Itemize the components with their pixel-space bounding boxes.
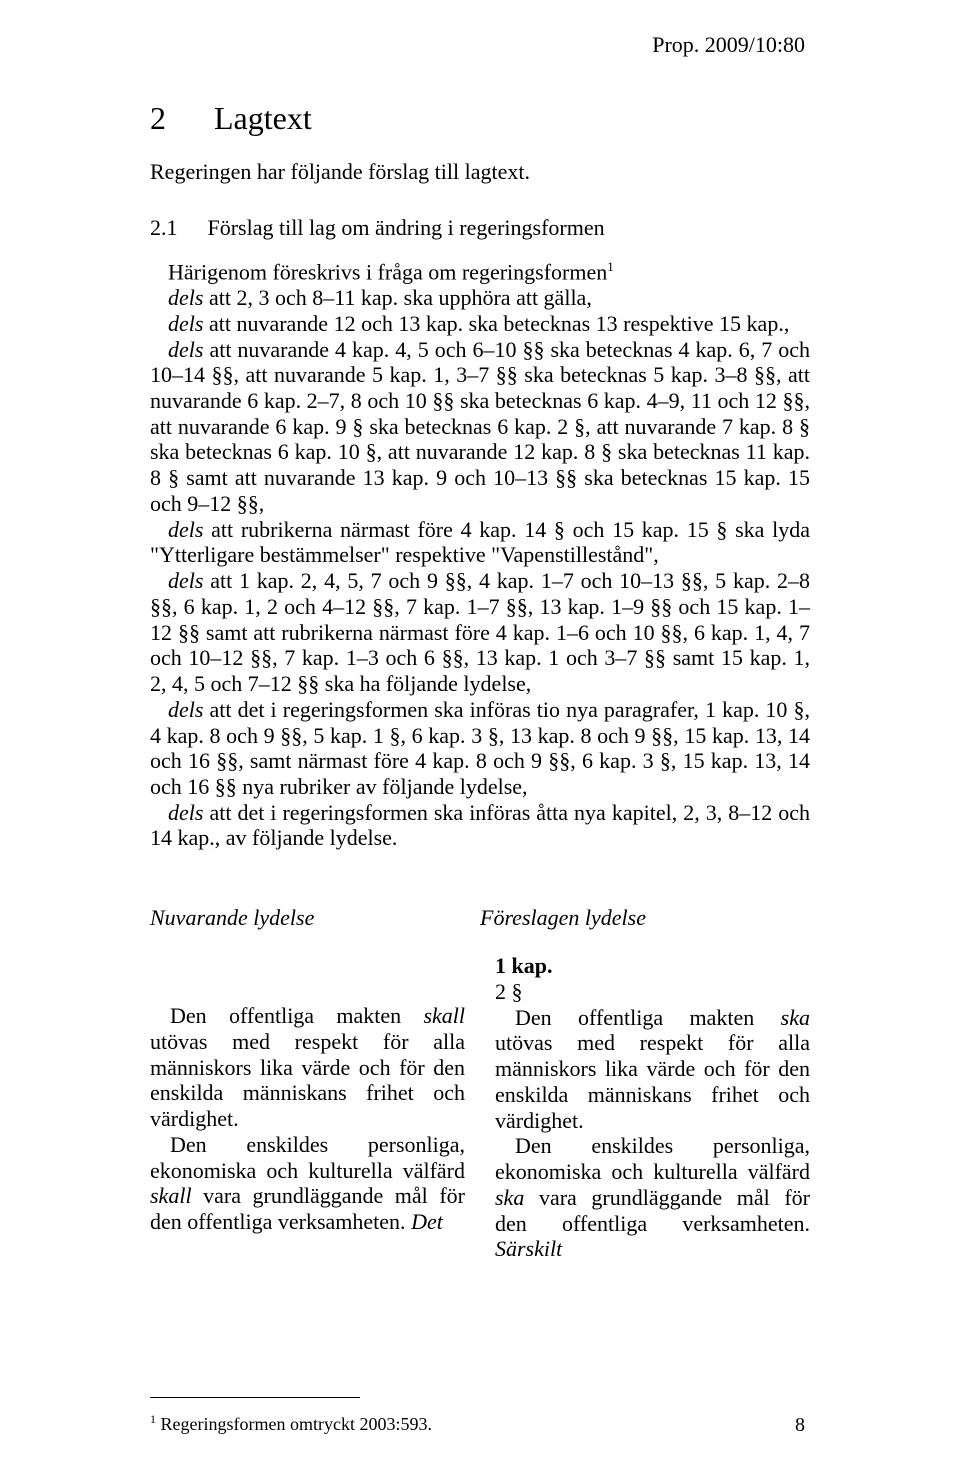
dels-7-text: att det i regeringsformen ska införas åt… — [150, 800, 810, 851]
left-p2-skall: skall — [150, 1183, 192, 1208]
dels-6-em: dels — [168, 697, 203, 722]
dels-4-text: att rubrikerna närmast före 4 kap. 14 § … — [150, 517, 810, 568]
right-p1: Den offentliga makten ska utövas med res… — [495, 1005, 810, 1134]
para-heading: 2 § — [495, 979, 810, 1005]
dels-5: dels att 1 kap. 2, 4, 5, 7 och 9 §§, 4 k… — [150, 568, 810, 697]
dels-3: dels att nuvarande 4 kap. 4, 5 och 6–10 … — [150, 337, 810, 517]
lead-line: Härigenom föreskrivs i fråga om regering… — [150, 259, 810, 285]
dels-5-em: dels — [168, 568, 203, 593]
dels-3-em: dels — [168, 337, 203, 362]
right-p1a: Den offentliga makten — [515, 1005, 781, 1030]
compare-columns: Den offentliga makten skall utövas med r… — [150, 953, 810, 1262]
lead-text: Härigenom föreskrivs i fråga om regering… — [168, 259, 607, 284]
footnote-text: Regeringsformen omtryckt 2003:593. — [156, 1414, 432, 1434]
body-text: Härigenom föreskrivs i fråga om regering… — [150, 259, 810, 851]
dels-5-text: att 1 kap. 2, 4, 5, 7 och 9 §§, 4 kap. 1… — [150, 568, 810, 696]
right-p2-ska: ska — [495, 1185, 524, 1210]
dels-3-text: att nuvarande 4 kap. 4, 5 och 6–10 §§ sk… — [150, 337, 810, 516]
dels-4: dels att rubrikerna närmast före 4 kap. … — [150, 517, 810, 568]
dels-1: dels att 2, 3 och 8–11 kap. ska upphöra … — [150, 285, 810, 311]
left-p2-det: Det — [411, 1209, 443, 1234]
left-p1-skall: skall — [423, 1003, 465, 1028]
footnote: 1 Regeringsformen omtryckt 2003:593. — [150, 1412, 432, 1435]
dels-6-text: att det i regeringsformen ska införas ti… — [150, 697, 810, 799]
compare-left-head: Nuvarande lydelse — [150, 905, 480, 931]
right-p2: Den enskildes personliga, ekonomiska och… — [495, 1133, 810, 1262]
compare-right-col: 1 kap. 2 § Den offentliga makten ska utö… — [495, 953, 810, 1262]
left-p2a: Den enskildes personliga, ekonomiska och… — [150, 1132, 465, 1183]
right-p1b: utövas med respekt för alla människors l… — [495, 1030, 810, 1132]
left-p1a: Den offentliga makten — [170, 1003, 423, 1028]
page-number: 8 — [795, 1414, 805, 1437]
right-p1-ska: ska — [781, 1005, 810, 1030]
dels-1-text: att 2, 3 och 8–11 kap. ska upphöra att g… — [203, 285, 591, 310]
section-title: Lagtext — [214, 100, 312, 137]
compare-left-col: Den offentliga makten skall utövas med r… — [150, 953, 465, 1262]
subsection-number: 2.1 — [150, 215, 178, 241]
dels-2-text: att nuvarande 12 och 13 kap. ska beteckn… — [203, 311, 789, 336]
dels-4-em: dels — [168, 517, 203, 542]
dels-7: dels att det i regeringsformen ska inför… — [150, 800, 810, 851]
kap-heading: 1 kap. — [495, 953, 810, 979]
section-intro: Regeringen har följande förslag till lag… — [150, 159, 810, 185]
page: Prop. 2009/10:80 2 Lagtext Regeringen ha… — [0, 0, 960, 1479]
left-p2: Den enskildes personliga, ekonomiska och… — [150, 1132, 465, 1235]
right-p2a: Den enskildes personliga, ekonomiska och… — [495, 1133, 810, 1184]
doc-reference: Prop. 2009/10:80 — [652, 32, 805, 58]
subsection-title: Förslag till lag om ändring i regeringsf… — [208, 215, 605, 241]
compare-header: Nuvarande lydelse Föreslagen lydelse — [150, 905, 810, 931]
dels-6: dels att det i regeringsformen ska inför… — [150, 697, 810, 800]
compare-right-head: Föreslagen lydelse — [480, 905, 810, 931]
left-p1: Den offentliga makten skall utövas med r… — [150, 1003, 465, 1132]
subsection-header: 2.1 Förslag till lag om ändring i regeri… — [150, 215, 810, 241]
footnote-rule — [150, 1397, 360, 1398]
lead-sup: 1 — [607, 259, 614, 274]
section-number: 2 — [150, 100, 166, 137]
right-p2b: vara grundläggande mål för den offentlig… — [495, 1185, 810, 1236]
dels-2: dels att nuvarande 12 och 13 kap. ska be… — [150, 311, 810, 337]
left-p1b: utövas med respekt för alla människors l… — [150, 1029, 465, 1131]
dels-7-em: dels — [168, 800, 203, 825]
right-p2-sar: Särskilt — [495, 1236, 562, 1261]
dels-2-em: dels — [168, 311, 203, 336]
section-header: 2 Lagtext — [150, 100, 810, 137]
dels-1-em: dels — [168, 285, 203, 310]
